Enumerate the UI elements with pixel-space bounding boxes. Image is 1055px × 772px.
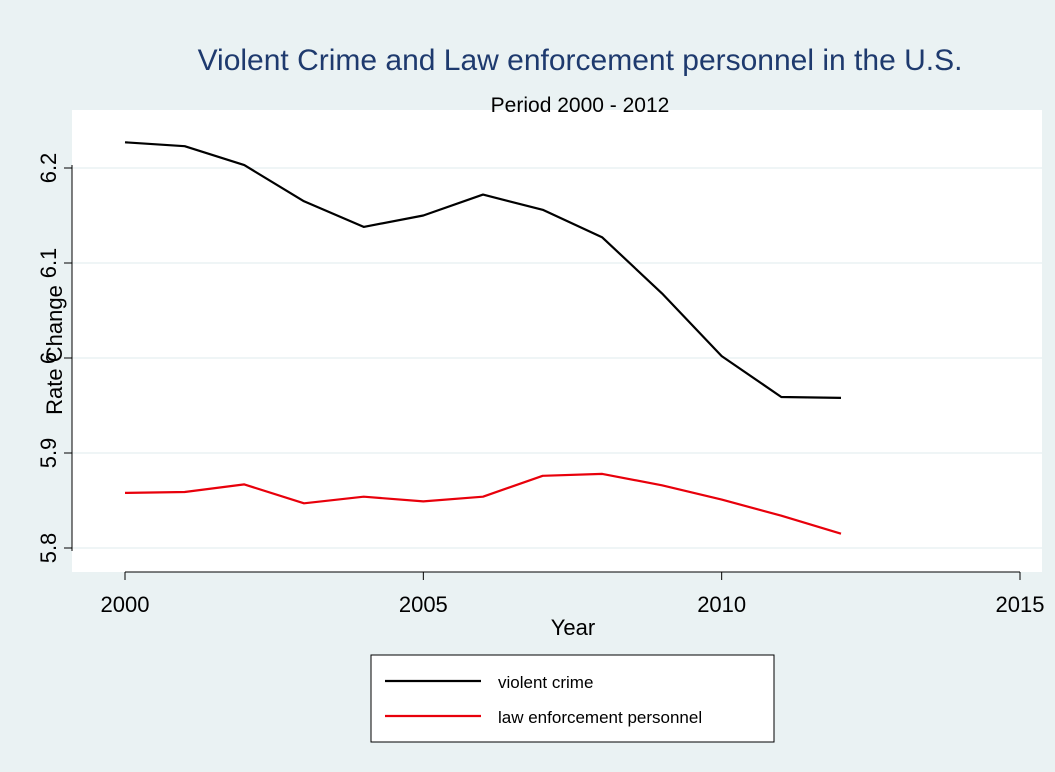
y-tick-label-0: 5.8 <box>36 533 61 564</box>
legend-box <box>370 654 775 743</box>
chart-title: Violent Crime and Law enforcement person… <box>198 44 963 77</box>
y-tick-label-4: 6.2 <box>36 153 61 184</box>
x-axis-label: Year <box>551 615 595 640</box>
x-tick-label-0: 2000 <box>101 592 150 617</box>
x-tick-label-2: 2010 <box>697 592 746 617</box>
y-tick-label-2: 6 <box>36 352 61 364</box>
axes: 5.8 5.9 6 6.1 6.2 2000 2005 2010 2015 <box>36 153 1044 617</box>
legend-label-violent-crime: violent crime <box>498 673 593 692</box>
x-tick-label-3: 2015 <box>996 592 1045 617</box>
series-line-law-enforcement-personnel <box>124 472 842 535</box>
series-line-violent-crime <box>124 141 842 399</box>
y-tick-label-1: 5.9 <box>36 438 61 469</box>
legend-label-law-enforcement-personnel: law enforcement personnel <box>498 708 702 727</box>
y-axis-label: Rate Change <box>42 285 67 415</box>
legend: violent crime law enforcement personnel <box>370 654 775 743</box>
plot-background <box>72 110 1042 572</box>
grid-lines <box>72 167 1042 549</box>
x-tick-label-1: 2005 <box>399 592 448 617</box>
chart-subtitle: Period 2000 - 2012 <box>491 94 670 117</box>
y-tick-label-3: 6.1 <box>36 248 61 279</box>
series-lines <box>124 141 842 535</box>
